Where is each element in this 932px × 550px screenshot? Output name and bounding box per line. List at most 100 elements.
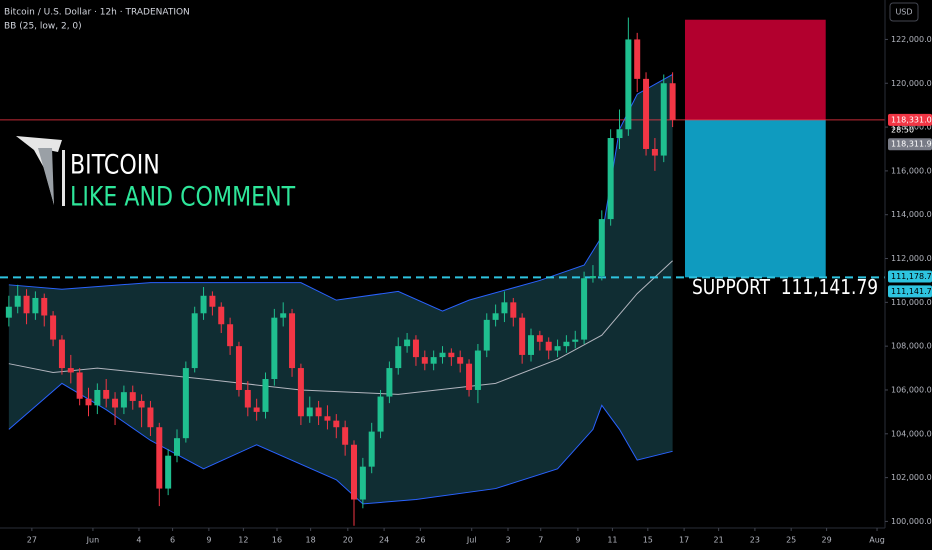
x-tick-label: Jul (466, 536, 477, 545)
candle-body (306, 407, 313, 417)
candle-body (430, 357, 437, 364)
candle-body (103, 389, 110, 399)
x-tick-label: 24 (379, 536, 389, 545)
y-tick-label: 106,000.00 (891, 385, 932, 394)
candle-body (634, 39, 641, 79)
candle-body (651, 148, 658, 156)
price-label: 118,311.95 (891, 140, 932, 149)
candle-body (333, 420, 340, 428)
candle-body (315, 407, 322, 417)
candle-body (289, 313, 296, 369)
currency-box[interactable] (889, 2, 919, 22)
candle-body (572, 339, 579, 342)
candle-body (50, 315, 57, 340)
candle-body (607, 138, 614, 220)
y-tick-label: 116,000.00 (891, 166, 932, 175)
price-label: 118,331.00 (891, 115, 932, 124)
candle-body (404, 339, 411, 347)
band-line (8, 74, 673, 312)
band-line (8, 382, 673, 505)
candle-body (412, 339, 419, 358)
candle-body (342, 427, 349, 445)
price-label: 28:50 (891, 125, 914, 134)
price-label-box (888, 138, 932, 151)
x-tick-label: 18 (306, 536, 316, 545)
candle-body (421, 357, 428, 364)
candle-body (466, 363, 473, 390)
candle-body (32, 297, 39, 314)
candle-body (67, 368, 74, 373)
candle-body (598, 219, 605, 277)
candle-body (112, 398, 119, 408)
plot-area (0, 17, 885, 526)
x-tick-label: 16 (272, 536, 282, 545)
indicator-label: BB (25, low, 2, 0) (4, 22, 82, 32)
candle-body (324, 416, 331, 421)
candle-body (625, 39, 632, 130)
x-tick-label: 12 (238, 536, 248, 545)
candle-body (165, 455, 172, 489)
candle-body (359, 466, 366, 500)
y-tick-label: 100,000.00 (891, 517, 932, 526)
candle-body (554, 346, 561, 351)
price-label-box (888, 270, 932, 283)
x-tick-label: 17 (679, 536, 689, 545)
candle-body (23, 295, 30, 314)
x-tick-label: 20 (343, 536, 353, 545)
candle-body (563, 341, 570, 347)
candle-body (581, 278, 588, 340)
candle-body (244, 389, 251, 408)
logo (16, 136, 65, 206)
candle-body (129, 392, 136, 401)
candle-body (253, 407, 260, 412)
candle-body (174, 438, 180, 456)
price-label: 111,141.79 (891, 287, 932, 296)
subheadline: LIKE AND COMMENT (70, 181, 296, 213)
candle-body (589, 276, 596, 279)
candle-body (457, 357, 464, 364)
candle-body (271, 317, 278, 380)
band-line (8, 260, 673, 395)
x-tick-label: 26 (415, 536, 425, 545)
candle-body (209, 295, 216, 307)
candle-body (368, 431, 375, 467)
candle-body (474, 350, 481, 390)
y-tick-label: 112,000.00 (891, 254, 932, 263)
candle-body (616, 129, 623, 139)
x-tick-label: 11 (607, 536, 617, 545)
x-tick-label: 6 (170, 536, 175, 545)
support-annotation: SUPPORT 111,141.79 (692, 277, 878, 300)
currency[interactable]: USD (895, 8, 912, 17)
candle-body (280, 313, 287, 318)
candle-body (5, 306, 12, 318)
x-tick-label: 4 (136, 536, 141, 545)
candle-body (191, 313, 198, 369)
candle-body (351, 444, 357, 500)
candle-body (200, 295, 207, 314)
x-tick-label: 29 (821, 536, 831, 545)
band-fill (8, 74, 673, 504)
candle-body (536, 335, 543, 342)
candle-body (58, 339, 65, 369)
candle-body (147, 407, 154, 428)
price-label-box (888, 113, 932, 126)
price-label-box (888, 285, 932, 298)
candle-body (448, 352, 455, 358)
candle-body (235, 346, 242, 390)
x-tick-label: 3 (505, 536, 510, 545)
y-tick-label: 114,000.00 (891, 210, 932, 219)
candle-body (41, 297, 48, 316)
target-zone (684, 119, 826, 278)
y-tick-label: 104,000.00 (891, 429, 932, 438)
x-tick-label: 25 (786, 536, 796, 545)
candle-body (94, 389, 101, 406)
candle-body (545, 341, 552, 351)
candle-body (519, 317, 526, 355)
candle-body (262, 379, 269, 412)
x-tick-label: Aug (869, 536, 885, 545)
y-tick-label: 118,000.00 (891, 123, 932, 132)
candle-body (483, 319, 490, 351)
chart-title: Bitcoin / U.S. Dollar · 12h · TRADENATIO… (4, 8, 190, 18)
candle-body (439, 352, 446, 358)
